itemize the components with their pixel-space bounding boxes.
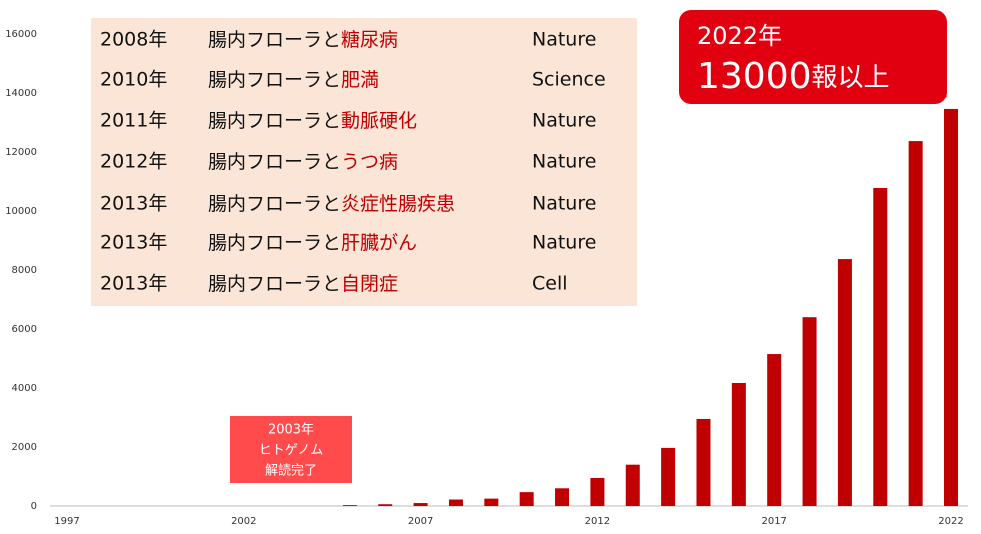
- row-topic: 腸内フローラと糖尿病: [208, 29, 398, 51]
- genome-note-line: 解読完了: [265, 463, 317, 479]
- row-topic: 腸内フローラとうつ病: [208, 151, 398, 173]
- x-tick-label: 2007: [408, 516, 433, 527]
- bar: [448, 499, 463, 506]
- genome-note-line: ヒトゲノム: [259, 443, 324, 458]
- y-tick-label: 10000: [5, 206, 37, 217]
- bar: [837, 259, 852, 506]
- topic-highlight: 肝臓がん: [341, 232, 417, 254]
- topic-highlight: 糖尿病: [341, 29, 398, 51]
- callout-year: 2022年: [697, 22, 782, 50]
- bar: [625, 464, 640, 506]
- genome-note-line: 2003年: [268, 423, 314, 438]
- topic-plain: 腸内フローラと: [208, 151, 341, 173]
- callout-tail: [912, 60, 947, 104]
- bar: [413, 503, 428, 506]
- bar: [484, 498, 499, 506]
- row-topic: 腸内フローラと肝臓がん: [208, 232, 417, 254]
- row-year: 2008年: [100, 29, 167, 51]
- topic-highlight: 動脈硬化: [341, 110, 417, 132]
- row-year: 2011年: [100, 110, 167, 132]
- y-tick-label: 12000: [5, 147, 37, 158]
- y-tick-label: 16000: [5, 29, 37, 40]
- callout-count: 13000報以上: [697, 56, 890, 97]
- callout-box: [679, 10, 947, 104]
- row-journal: Nature: [532, 232, 596, 254]
- topic-plain: 腸内フローラと: [208, 110, 341, 132]
- y-tick-label: 0: [31, 501, 37, 512]
- topic-plain: 腸内フローラと: [208, 232, 341, 254]
- y-tick-label: 8000: [12, 265, 37, 276]
- y-tick-label: 2000: [12, 442, 37, 453]
- row-year: 2013年: [100, 232, 167, 254]
- topic-plain: 腸内フローラと: [208, 273, 341, 295]
- callout-count-number: 13000: [697, 56, 812, 97]
- topic-plain: 腸内フローラと: [208, 29, 341, 51]
- row-topic: 腸内フローラと自閉症: [208, 273, 398, 295]
- topic-highlight: 肥満: [341, 69, 379, 91]
- row-journal: Nature: [532, 193, 596, 215]
- callout-suffix: 報以上: [812, 63, 890, 93]
- topic-highlight: 炎症性腸疾患: [341, 193, 455, 215]
- bar: [519, 492, 534, 506]
- y-tick-label: 6000: [12, 324, 37, 335]
- x-tick-label: 2017: [761, 516, 786, 527]
- row-topic: 腸内フローラと動脈硬化: [208, 110, 417, 132]
- row-journal: Science: [532, 69, 606, 91]
- bar: [873, 187, 888, 507]
- x-tick-label: 2022: [938, 516, 963, 527]
- row-year: 2012年: [100, 151, 167, 173]
- topic-plain: 腸内フローラと: [208, 193, 341, 215]
- x-tick-label: 2002: [231, 516, 256, 527]
- bar: [590, 477, 605, 506]
- topic-highlight: 自閉症: [341, 273, 398, 295]
- bar: [767, 354, 782, 506]
- bar: [378, 504, 393, 506]
- row-journal: Cell: [532, 273, 568, 295]
- bar: [696, 418, 711, 506]
- bar: [731, 382, 746, 506]
- callout: 2022年 13000報以上: [679, 10, 947, 104]
- row-topic: 腸内フローラと炎症性腸疾患: [208, 193, 455, 215]
- row-journal: Nature: [532, 110, 596, 132]
- x-tick-label: 2012: [585, 516, 610, 527]
- bar: [555, 488, 570, 506]
- x-tick-label: 1997: [54, 516, 79, 527]
- topic-plain: 腸内フローラと: [208, 69, 341, 91]
- row-topic: 腸内フローラと肥満: [208, 69, 379, 91]
- row-year: 2013年: [100, 193, 167, 215]
- row-journal: Nature: [532, 151, 596, 173]
- row-year: 2013年: [100, 273, 167, 295]
- row-year: 2010年: [100, 69, 167, 91]
- genome-box: [230, 416, 352, 483]
- bar: [342, 505, 357, 506]
- y-tick-label: 14000: [5, 88, 37, 99]
- bar: [661, 447, 676, 506]
- bar: [944, 108, 958, 507]
- bar: [802, 317, 817, 506]
- table-box: [91, 18, 637, 306]
- bar: [908, 141, 923, 506]
- y-tick-label: 4000: [12, 383, 37, 394]
- row-journal: Nature: [532, 29, 596, 51]
- topic-highlight: うつ病: [341, 151, 398, 173]
